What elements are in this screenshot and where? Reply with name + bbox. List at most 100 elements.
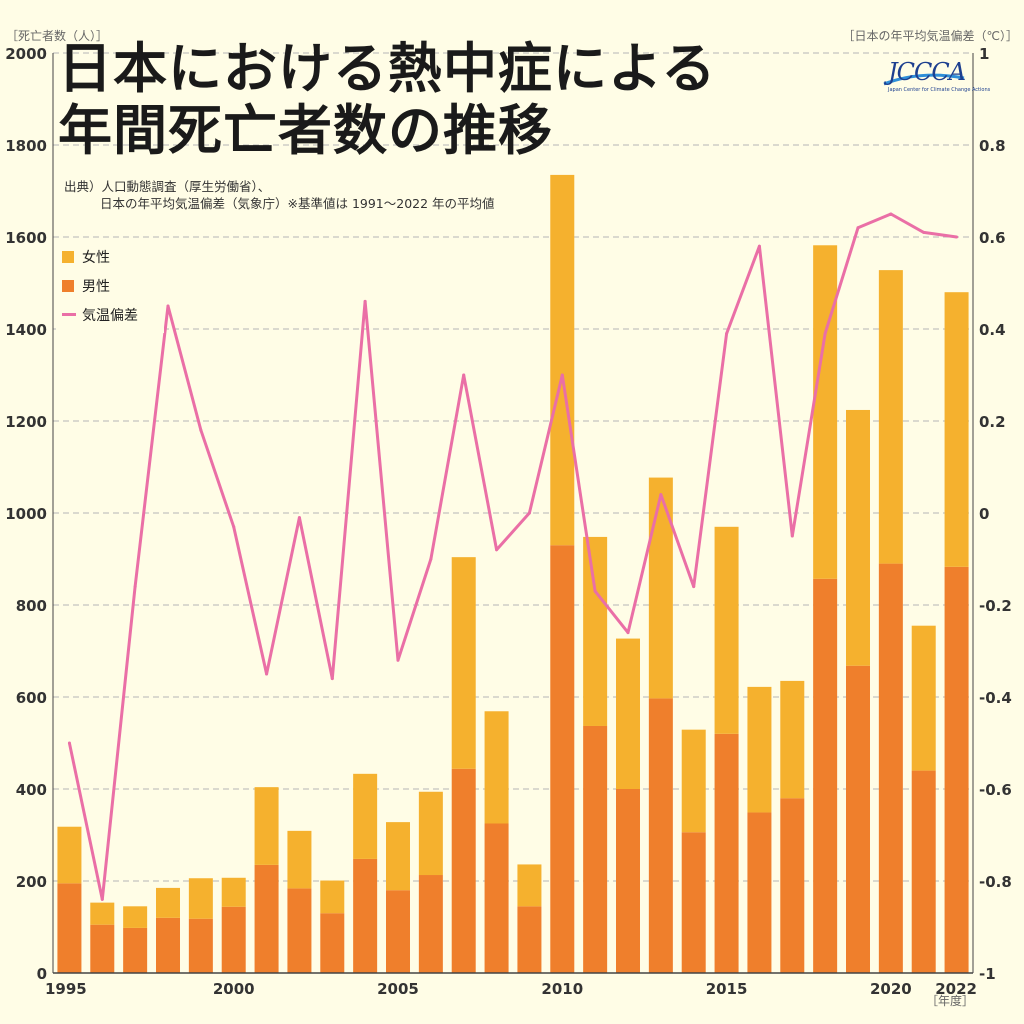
temperature-point: [856, 226, 860, 230]
bar-female: [780, 680, 805, 799]
bar-male: [681, 832, 706, 973]
logo-subtitle: Japan Center for Climate Change Actions: [888, 87, 991, 93]
source-line-2: 日本の年平均気温偏差（気象庁）※基準値は 1991～2022 年の平均値: [100, 196, 495, 211]
temperature-point: [560, 373, 564, 377]
jccca-logo: JCCCA Japan Center for Climate Change Ac…: [880, 58, 990, 98]
temperature-point: [429, 557, 433, 561]
bar-male: [156, 917, 180, 973]
x-tick-label: 1995: [45, 980, 87, 998]
y-tick-label: 400: [16, 781, 47, 799]
temperature-point: [232, 525, 236, 529]
bar-female: [714, 526, 739, 734]
legend-label-temp: 気温偏差: [82, 307, 138, 324]
temperature-point: [67, 741, 71, 745]
y-tick-label: 2000: [5, 45, 47, 63]
bar-female: [156, 887, 180, 918]
bar-male: [550, 545, 575, 973]
legend-swatch-female: [62, 250, 74, 263]
temperature-point: [363, 299, 367, 303]
legend-item-temp: 気温偏差: [62, 300, 158, 329]
legend-swatch-temp: [62, 313, 76, 316]
y2-tick-label: 0.6: [979, 229, 1006, 247]
bar-male: [517, 906, 542, 973]
y2-tick-label: 0.4: [979, 321, 1006, 339]
y-tick-label: 1200: [5, 413, 47, 431]
grid-lines: [53, 52, 973, 882]
title-line-1: 日本における熱中症による: [58, 37, 717, 100]
y2-tick-label: -0.4: [979, 689, 1012, 707]
temperature-point: [396, 658, 400, 662]
bar-male: [714, 733, 739, 973]
bar-male: [451, 768, 476, 973]
bar-female: [747, 686, 772, 813]
y2-axis-title: ［日本の年平均気温偏差（℃）］: [843, 28, 1018, 43]
bar-male: [287, 888, 312, 973]
legend-item-female: 女性: [62, 242, 158, 271]
y-tick-label: 600: [16, 689, 47, 707]
bar-male: [846, 665, 870, 973]
temperature-point: [659, 493, 663, 497]
bar-female: [123, 906, 148, 928]
bar-male: [221, 906, 246, 973]
temperature-point: [462, 373, 466, 377]
x-axis-title: ［年度］: [926, 993, 974, 1008]
temperature-point: [199, 428, 203, 432]
bar-male: [254, 864, 279, 973]
bar-female: [254, 787, 279, 865]
bar-female: [451, 557, 476, 769]
bar-female: [846, 409, 870, 666]
y-axis-title: ［死亡者数（人）］: [6, 28, 108, 43]
y-tick-label: 1600: [5, 229, 47, 247]
y2-tick-label: 0.2: [979, 413, 1006, 431]
bar-female: [550, 174, 575, 546]
legend: 女性 男性 気温偏差: [56, 238, 164, 333]
logo-text: JCCCA: [888, 58, 966, 86]
bar-female: [418, 791, 443, 876]
bar-female: [944, 292, 969, 567]
temperature-point: [823, 332, 827, 336]
y2-tick-label: 0: [979, 505, 989, 523]
bar-male: [616, 789, 640, 973]
y2-tick-label: -1: [979, 965, 996, 983]
bar-male: [780, 798, 805, 973]
y-tick-label: 0: [37, 965, 47, 983]
source-line-1: 出典）人口動態調査（厚生労働省）、: [64, 179, 271, 194]
bar-male: [911, 770, 936, 973]
y-tick-label: 1000: [5, 505, 47, 523]
legend-item-male: 男性: [62, 271, 158, 300]
bar-female: [616, 638, 640, 789]
bar-male: [418, 875, 443, 973]
temperature-point: [297, 516, 301, 520]
temperature-point: [757, 244, 761, 248]
bar-female: [386, 822, 410, 891]
x-tick-label: 2020: [870, 980, 912, 998]
bar-female: [57, 826, 82, 884]
bar-male: [648, 698, 673, 973]
bar-female: [878, 270, 903, 564]
legend-label-male: 男性: [82, 278, 110, 295]
bar-male: [944, 566, 969, 973]
bar-male: [90, 924, 115, 973]
bar-female: [188, 878, 213, 919]
y-tick-label: 1400: [5, 321, 47, 339]
y-tick-label: 200: [16, 873, 47, 891]
title-line-2: 年間死亡者数の推移: [58, 99, 553, 162]
y2-tick-label: -0.2: [979, 597, 1012, 615]
legend-swatch-male: [62, 279, 74, 292]
temperature-point: [889, 212, 893, 216]
bar-male: [188, 918, 213, 973]
y2-tick-label: -0.8: [979, 873, 1012, 891]
bar-female: [648, 477, 673, 699]
bar-male: [57, 883, 82, 973]
bar-male: [813, 578, 838, 973]
temperature-point: [593, 589, 597, 593]
temperature-point: [495, 548, 499, 552]
bar-female: [813, 245, 838, 579]
bar-female: [583, 536, 608, 726]
bar-female: [353, 773, 378, 859]
source-note: 出典）人口動態調査（厚生労働省）、 日本の年平均気温偏差（気象庁）※基準値は 1…: [64, 178, 495, 212]
bar-male: [878, 563, 903, 973]
temperature-point: [100, 897, 104, 901]
bar-female: [90, 902, 115, 925]
temperature-point: [330, 677, 334, 681]
